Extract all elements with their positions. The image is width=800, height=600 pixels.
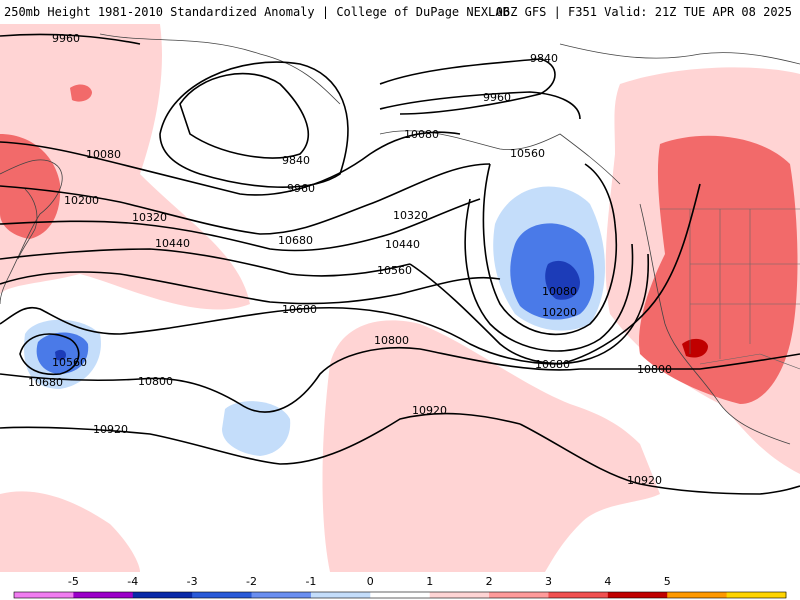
contour-10920	[0, 412, 521, 465]
colorbar-swatches	[13, 591, 787, 599]
contour-label: 10920	[412, 404, 447, 417]
colorbar-swatch	[132, 592, 193, 598]
contour-label: 9840	[282, 154, 310, 167]
colorbar-tick-label: 3	[545, 575, 552, 588]
anomaly-pos-central-pacific	[322, 320, 660, 572]
contour-9960-west	[0, 33, 141, 45]
colorbar-tick-label: 5	[664, 575, 671, 588]
contour-label: 10320	[393, 209, 428, 222]
contour-label: 10680	[28, 376, 63, 389]
colorbar-tick-label: 1	[426, 575, 433, 588]
contour-label: 10560	[52, 356, 87, 369]
contour-label: 9960	[287, 182, 315, 195]
colorbar-swatch	[192, 592, 253, 598]
contour-label: 10200	[64, 194, 99, 207]
colorbar-tick-label: 4	[604, 575, 611, 588]
contour-label: 10920	[627, 474, 662, 487]
map-panel: 9960 10080 10200 10320 10440 10560 10680…	[0, 24, 800, 572]
contour-label: 10800	[637, 363, 672, 376]
run-info: 06Z GFS | F351 Valid: 21Z TUE APR 08 202…	[495, 5, 792, 19]
contour-label: 10080	[86, 148, 121, 161]
contour-label: 10080	[542, 285, 577, 298]
contour-10080-west	[0, 131, 461, 196]
contour-label: 10800	[138, 375, 173, 388]
map-title: 250mb Height 1981-2010 Standardized Anom…	[4, 5, 510, 19]
negative-anomaly-shading	[24, 186, 605, 456]
contour-east-10920	[519, 423, 800, 495]
political-borders	[660, 208, 800, 370]
colorbar-swatch	[489, 592, 549, 598]
contour-10200-west	[0, 163, 491, 235]
coast-na-north	[559, 43, 800, 65]
contour-label: 10680	[535, 358, 570, 371]
coastlines	[0, 33, 800, 445]
contour-9840-arctic	[179, 72, 310, 159]
contour-gulf-trough-2	[464, 198, 634, 352]
colorbar-swatch	[548, 592, 609, 598]
contour-label: 10440	[385, 238, 420, 251]
colorbar: -5 -4 -3 -2 -1 0 1 2 3 4 5	[13, 575, 787, 599]
anomaly-pos-california-core	[682, 338, 708, 358]
contour-label: 10320	[132, 211, 167, 224]
contour-gulf-trough-3	[409, 253, 650, 365]
contour-label: 10680	[278, 234, 313, 247]
colorbar-swatch	[370, 592, 431, 598]
coast-siberia	[99, 33, 341, 105]
contour-label: 9960	[483, 91, 511, 104]
coast-japan	[17, 188, 38, 260]
contour-10440	[0, 248, 411, 277]
contour-label: 9960	[52, 32, 80, 45]
anomaly-pos-sw-pacific	[0, 491, 140, 572]
contour-label: 10200	[542, 306, 577, 319]
anomaly-neg-gulf-alaska-core	[545, 260, 580, 300]
colorbar-tick-label: 0	[367, 575, 374, 588]
contour-label: 10560	[377, 264, 412, 277]
colorbar-swatch	[14, 592, 74, 598]
colorbar-tick-label: -5	[68, 575, 79, 588]
colorbar-swatch	[429, 592, 490, 598]
contour-labels: 9960 10080 10200 10320 10440 10560 10680…	[28, 32, 672, 487]
contour-gulf-trough-1	[482, 163, 618, 336]
coast-west-na	[639, 203, 791, 445]
contour-label: 10560	[510, 147, 545, 160]
anomaly-pos-nw-pacific	[0, 24, 250, 310]
height-contours	[0, 33, 800, 495]
contour-label: 10680	[282, 303, 317, 316]
contour-10800	[0, 346, 581, 413]
title-bar: 250mb Height 1981-2010 Standardized Anom…	[0, 0, 800, 25]
colorbar-swatch	[726, 592, 787, 598]
anomaly-pos-nw-spot	[70, 84, 92, 102]
anomaly-neg-central-pacific	[222, 401, 291, 456]
contour-9960-arctic	[159, 61, 349, 188]
colorbar-tick-label: -1	[305, 575, 316, 588]
colorbar-border	[13, 591, 787, 599]
contour-9960-alaska	[379, 91, 581, 120]
colorbar-swatch	[73, 592, 134, 598]
contour-10680	[0, 306, 561, 365]
contour-east-10680	[559, 183, 701, 365]
contour-east-10800	[579, 353, 800, 370]
contour-label: 10080	[404, 128, 439, 141]
colorbar-tick-label: -2	[246, 575, 257, 588]
colorbar-swatch	[251, 592, 312, 598]
colorbar-swatch	[310, 592, 371, 598]
contour-10320	[0, 198, 481, 252]
colorbar-tick-label: -4	[127, 575, 138, 588]
contour-label: 10440	[155, 237, 190, 250]
colorbar-ticks: -5 -4 -3 -2 -1 0 1 2 3 4 5	[68, 575, 671, 588]
contour-label: 9840	[530, 52, 558, 65]
contour-9840-alaska	[379, 58, 556, 115]
contour-10560	[0, 271, 501, 305]
colorbar-swatch	[667, 592, 728, 598]
colorbar-tick-label: 2	[486, 575, 493, 588]
contour-label: 10800	[374, 334, 409, 347]
anomaly-pos-west-na-core	[639, 135, 798, 404]
contour-label: 10920	[93, 423, 128, 436]
colorbar-tick-label: -3	[187, 575, 198, 588]
contour-west-low	[19, 333, 80, 376]
border-us-mexico	[699, 353, 800, 370]
colorbar-swatch	[607, 592, 668, 598]
anomaly-neg-west-pacific-core	[55, 349, 66, 361]
